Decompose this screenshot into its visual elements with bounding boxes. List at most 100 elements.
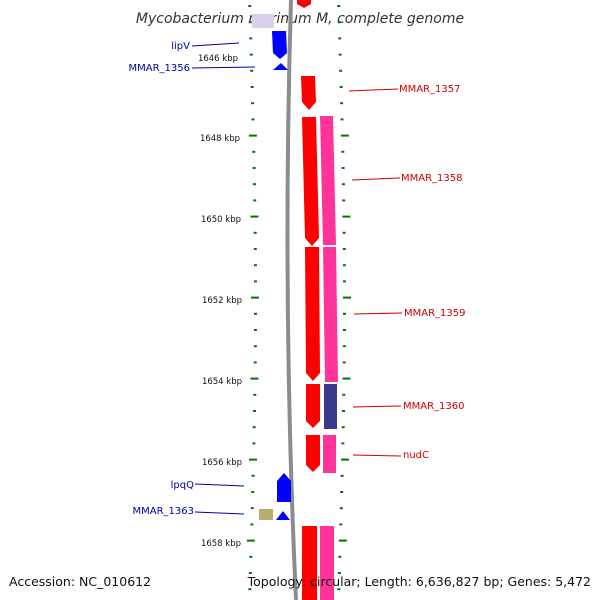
minor-tick [339, 523, 343, 526]
scale-ticks-left [246, 5, 259, 591]
minor-tick [248, 5, 252, 7]
minor-tick [340, 474, 344, 477]
gene-MMAR-1360-cds[interactable] [306, 384, 320, 428]
major-tick [340, 134, 349, 137]
minor-tick [341, 426, 345, 429]
label-MMAR-1356[interactable]: MMAR_1356 [129, 63, 191, 74]
minor-tick [253, 361, 257, 364]
label-MMAR-1360[interactable]: MMAR_1360 [403, 401, 465, 412]
major-tick [250, 296, 259, 299]
minor-tick [253, 410, 257, 412]
major-tick [248, 134, 257, 137]
minor-tick [253, 264, 257, 267]
minor-tick [252, 442, 256, 445]
leader-lipV [191, 42, 240, 47]
minor-tick [253, 231, 257, 234]
minor-tick [253, 329, 257, 331]
gene-MMAR-1357-cds[interactable] [301, 76, 316, 110]
gene-lpqQ-cds[interactable] [277, 473, 291, 502]
minor-tick [253, 248, 257, 250]
topology-text: Topology: circular; Length: 6,636,827 bp… [247, 574, 591, 589]
leader-MMAR-1359 [353, 312, 403, 315]
gene-MMAR-1359-cds[interactable] [305, 247, 320, 381]
gene-MMAR-1359-gene[interactable] [323, 247, 338, 382]
major-tick [342, 377, 351, 380]
minor-tick [249, 53, 253, 56]
major-tick [250, 377, 259, 380]
leader-MMAR-1363 [194, 511, 245, 515]
minor-tick [250, 69, 254, 72]
minor-tick [341, 150, 345, 153]
label-lipV[interactable]: lipV [171, 41, 190, 52]
gene-nudC-cds[interactable] [306, 435, 320, 472]
gene-MMAR-1358-gene[interactable] [320, 116, 336, 245]
genome-backbone [285, 0, 298, 600]
top-partial-feature [252, 14, 274, 28]
minor-tick [248, 21, 252, 24]
map-title: Mycobacterium marinum M, complete genome [136, 11, 464, 27]
leader-nudC [352, 454, 402, 457]
scale-label-1652: 1652 kbp [202, 296, 242, 306]
scale-label-1654: 1654 kbp [202, 377, 242, 387]
minor-tick [340, 118, 344, 121]
major-tick [246, 539, 255, 542]
gene-MMAR-1356-cds[interactable] [273, 63, 288, 70]
accession-text: Accession: NC_010612 [9, 574, 151, 589]
major-tick [249, 458, 258, 461]
gene-MMAR-1363-pseudo[interactable] [259, 509, 273, 520]
minor-tick [251, 491, 255, 493]
gene-MMAR-1358-cds[interactable] [302, 117, 319, 246]
minor-tick [342, 361, 346, 364]
leader-MMAR-1357 [348, 88, 399, 92]
minor-tick [341, 167, 345, 169]
minor-tick [342, 248, 346, 250]
minor-tick [253, 345, 257, 348]
minor-tick [250, 507, 254, 510]
gene-MMAR-1363-cds[interactable] [276, 511, 290, 520]
minor-tick [249, 555, 253, 558]
scale-ticks-right [337, 5, 351, 591]
minor-tick [342, 280, 346, 283]
minor-tick [249, 37, 253, 40]
bottom-partial-gene [320, 526, 334, 600]
minor-tick [340, 102, 344, 105]
leader-MMAR-1358 [351, 177, 401, 181]
bottom-partial-cds [302, 526, 317, 600]
scale-label-1646: 1646 kbp [198, 54, 238, 64]
label-MMAR-1358[interactable]: MMAR_1358 [401, 173, 463, 184]
minor-tick [338, 555, 342, 558]
leader-MMAR-1360 [352, 405, 402, 408]
scale-label-1650: 1650 kbp [201, 215, 241, 225]
minor-tick [342, 264, 346, 267]
label-MMAR-1363[interactable]: MMAR_1363 [133, 506, 195, 517]
minor-tick [253, 280, 257, 283]
minor-tick [337, 572, 341, 574]
minor-tick [251, 102, 255, 105]
gene-lipV-cds[interactable] [272, 31, 287, 59]
minor-tick [253, 312, 257, 315]
minor-tick [342, 329, 346, 331]
minor-tick [339, 69, 343, 72]
major-tick [341, 458, 350, 461]
label-MMAR-1357[interactable]: MMAR_1357 [399, 84, 461, 95]
label-MMAR-1359[interactable]: MMAR_1359 [404, 308, 466, 319]
scale-label-1648: 1648 kbp [200, 134, 240, 144]
minor-tick [250, 86, 254, 88]
minor-tick [342, 410, 346, 412]
gene-MMAR-1360-gene[interactable] [324, 384, 337, 429]
label-lpqQ[interactable]: lpqQ [171, 480, 194, 491]
minor-tick [252, 167, 256, 169]
minor-tick [337, 588, 341, 591]
leader-lpqQ [194, 483, 245, 487]
minor-tick [341, 442, 345, 445]
label-nudC[interactable]: nudC [403, 450, 429, 461]
minor-tick [248, 588, 252, 591]
major-tick [338, 539, 347, 542]
gene-nudC-gene[interactable] [323, 435, 336, 473]
minor-tick [341, 183, 345, 186]
minor-tick [251, 118, 255, 121]
major-tick [342, 215, 351, 218]
minor-tick [342, 345, 346, 348]
minor-tick [337, 21, 341, 24]
major-tick [250, 215, 259, 218]
